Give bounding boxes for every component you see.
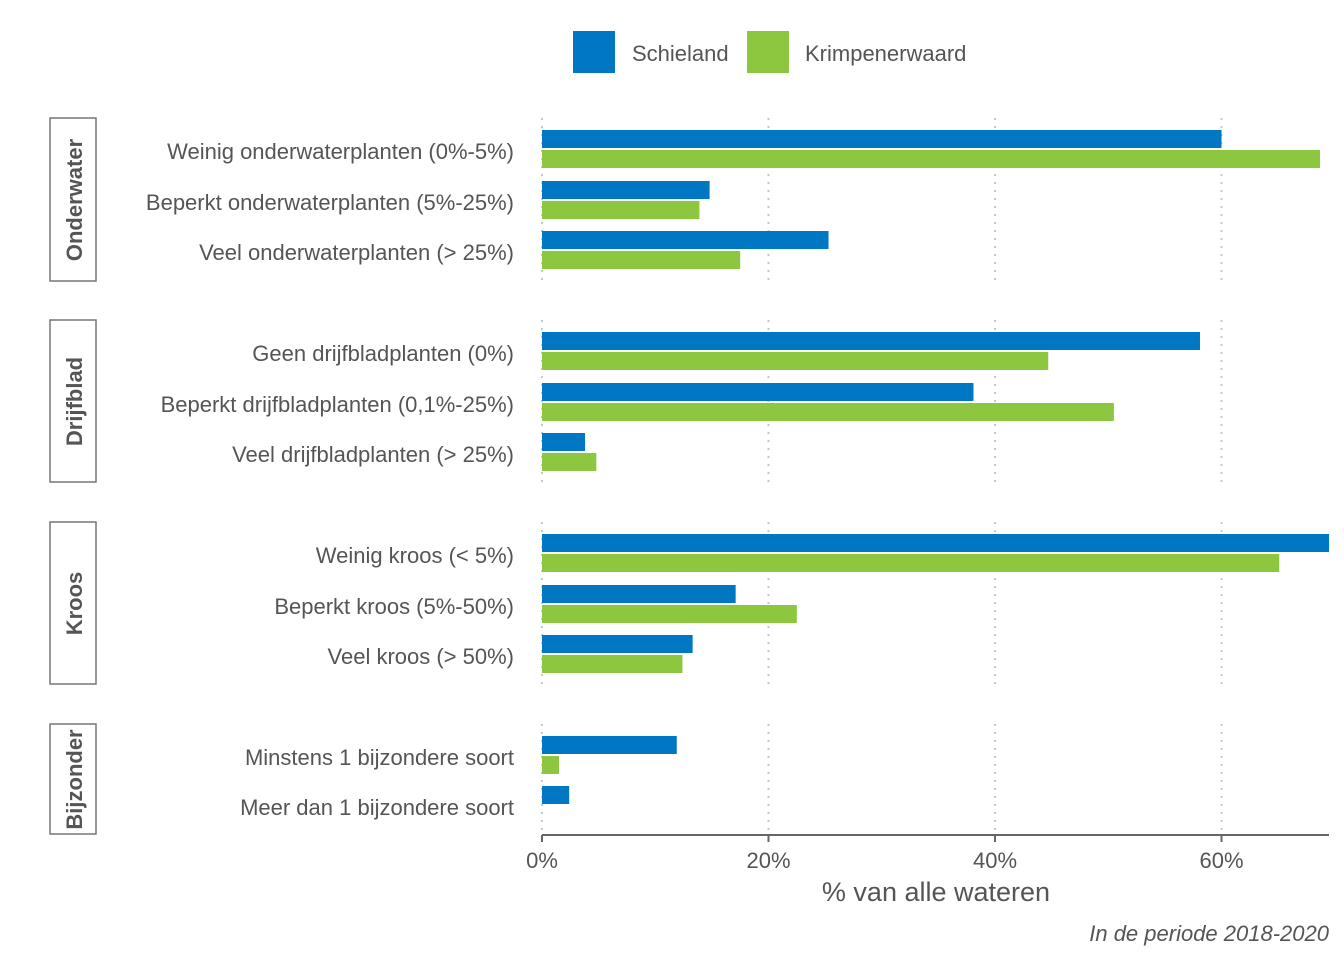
facet-strip	[49, 723, 97, 835]
bar-schieland	[542, 635, 693, 653]
bar-krimpenerwaard	[542, 352, 1049, 370]
caption: In de periode 2018-2020	[1089, 921, 1330, 946]
legend-label-schieland: Schieland	[632, 41, 729, 66]
x-tick-label: 20%	[746, 848, 790, 873]
facet-strip	[49, 319, 97, 483]
category-label: Weinig onderwaterplanten (0%-5%)	[167, 139, 514, 164]
category-label: Veel drijfbladplanten (> 25%)	[232, 442, 514, 467]
legend-swatch-krimpenerwaard	[747, 31, 789, 73]
category-label: Veel onderwaterplanten (> 25%)	[199, 240, 514, 265]
bar-krimpenerwaard	[542, 605, 797, 623]
bar-krimpenerwaard	[542, 150, 1321, 168]
facet-label-kroos: Kroos	[62, 572, 87, 636]
bar-schieland	[542, 231, 829, 249]
bar-schieland	[542, 736, 677, 754]
legend-label-krimpenerwaard: Krimpenerwaard	[805, 41, 966, 66]
category-label: Geen drijfbladplanten (0%)	[252, 341, 514, 366]
bar-krimpenerwaard	[542, 403, 1114, 421]
category-label: Veel kroos (> 50%)	[328, 644, 514, 669]
category-label: Beperkt onderwaterplanten (5%-25%)	[146, 190, 514, 215]
bar-krimpenerwaard	[542, 251, 741, 269]
facet-strip	[49, 521, 97, 685]
x-tick-label: 60%	[1199, 848, 1243, 873]
bar-schieland	[542, 383, 974, 401]
bar-schieland	[542, 585, 736, 603]
bar-schieland	[542, 534, 1330, 552]
category-label: Beperkt kroos (5%-50%)	[274, 594, 514, 619]
bar-krimpenerwaard	[542, 453, 597, 471]
legend-swatch-schieland	[573, 31, 615, 73]
bar-schieland	[542, 181, 710, 199]
category-label: Meer dan 1 bijzondere soort	[240, 795, 514, 820]
x-tick-label: 40%	[973, 848, 1017, 873]
bar-krimpenerwaard	[542, 756, 559, 774]
bar-schieland	[542, 332, 1200, 350]
bar-krimpenerwaard	[542, 655, 683, 673]
bar-schieland	[542, 786, 570, 804]
x-axis-title: % van alle wateren	[822, 877, 1050, 907]
bar-krimpenerwaard	[542, 201, 700, 219]
facet-label-onderwater: Onderwater	[62, 138, 87, 261]
facet-strip	[49, 117, 97, 282]
category-label: Minstens 1 bijzondere soort	[245, 745, 514, 770]
bar-krimpenerwaard	[542, 554, 1280, 572]
bar-schieland	[542, 433, 586, 451]
bar-schieland	[542, 130, 1222, 148]
category-label: Beperkt drijfbladplanten (0,1%-25%)	[161, 392, 514, 417]
x-tick-label: 0%	[526, 848, 558, 873]
facet-label-bijzonder: Bijzonder	[62, 729, 87, 830]
facet-label-drijfblad: Drijfblad	[62, 357, 87, 446]
category-label: Weinig kroos (< 5%)	[316, 543, 514, 568]
